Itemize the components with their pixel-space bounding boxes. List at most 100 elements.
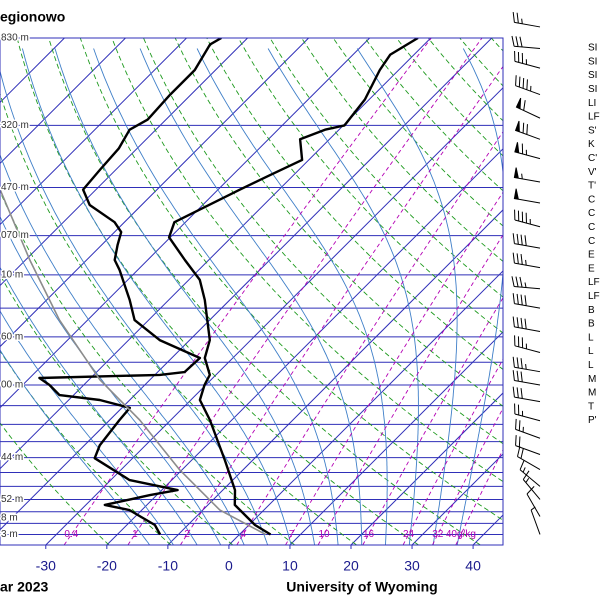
moist-adiabat bbox=[54, 48, 316, 545]
y-tick-label: 60 m bbox=[1, 332, 23, 343]
dry-adiabat bbox=[48, 38, 481, 545]
wind-barb bbox=[514, 50, 541, 69]
y-tick-label: 320 m bbox=[1, 120, 29, 131]
wind-barb bbox=[514, 209, 541, 228]
wind-barb bbox=[526, 486, 541, 517]
profile-line bbox=[38, 38, 222, 536]
mixing-ratio-line bbox=[63, 38, 432, 545]
dry-adiabat bbox=[16, 38, 419, 545]
dry-adiabat bbox=[238, 38, 503, 334]
wind-barb bbox=[530, 506, 541, 535]
wind-barb bbox=[511, 276, 541, 290]
index-label: L bbox=[588, 332, 594, 343]
wind-barb bbox=[514, 335, 541, 353]
index-label: SI bbox=[588, 43, 597, 54]
dry-adiabat bbox=[111, 38, 503, 483]
index-label: C bbox=[588, 194, 595, 205]
index-label: L bbox=[588, 360, 594, 371]
mixing-ratio-line bbox=[362, 296, 503, 545]
mixing-ratio-label: 7 bbox=[289, 529, 295, 540]
index-label: B bbox=[588, 305, 595, 316]
isotherm bbox=[0, 38, 493, 531]
moist-adiabat bbox=[21, 48, 292, 545]
isotherm bbox=[411, 453, 503, 545]
moist-adiabat bbox=[0, 69, 269, 545]
index-label: C bbox=[588, 222, 595, 233]
isotherm bbox=[0, 38, 309, 348]
index-label: V' bbox=[588, 167, 597, 178]
moist-adiabat bbox=[139, 48, 363, 545]
wind-barb bbox=[522, 470, 541, 500]
moist-adiabat bbox=[356, 48, 458, 545]
y-tick-label: 070 m bbox=[1, 230, 29, 241]
dry-adiabat bbox=[364, 38, 503, 192]
mixing-ratio-label: 32 bbox=[432, 529, 444, 540]
x-tick-label: 0 bbox=[225, 558, 233, 574]
isotherm bbox=[350, 392, 503, 545]
y-tick-label: 10 m bbox=[1, 270, 23, 281]
y-tick-label: 00 m bbox=[1, 380, 23, 391]
profiles bbox=[0, 38, 419, 536]
mixing-ratio-label: 40g/kg bbox=[446, 529, 476, 540]
mixing-ratio-label: 0.4 bbox=[64, 529, 78, 540]
moist-adiabat bbox=[0, 266, 198, 545]
index-label: E bbox=[588, 250, 595, 261]
wind-barb bbox=[512, 233, 541, 249]
wind-barb bbox=[519, 459, 541, 487]
wind-barb bbox=[515, 75, 541, 96]
dry-adiabat bbox=[0, 422, 110, 545]
mixing-ratio-line bbox=[317, 234, 503, 545]
mixing-ratio-label: 2 bbox=[184, 529, 190, 540]
index-label: SI bbox=[588, 56, 597, 67]
isotherm bbox=[228, 270, 503, 545]
plot-frame bbox=[0, 37, 504, 546]
x-tick-label: -10 bbox=[158, 558, 178, 574]
mixing-ratio-line bbox=[127, 38, 483, 545]
index-label: LF bbox=[588, 291, 600, 302]
chart-title: egionowo bbox=[0, 9, 65, 25]
dry-adiabat bbox=[396, 38, 503, 157]
moist-adiabat bbox=[0, 349, 151, 545]
wind-barb bbox=[514, 142, 541, 160]
isotherm bbox=[106, 148, 503, 545]
isotherm bbox=[289, 331, 503, 545]
isotherm bbox=[0, 38, 126, 165]
index-label: LF bbox=[588, 277, 600, 288]
index-label: LI bbox=[588, 98, 596, 109]
x-tick-label: -30 bbox=[36, 558, 56, 574]
index-label: LF bbox=[588, 112, 600, 123]
moist-adiabat bbox=[0, 153, 245, 545]
mixing-ratio-label: 4 bbox=[240, 529, 246, 540]
index-label: T' bbox=[588, 181, 596, 192]
index-label: C bbox=[588, 208, 595, 219]
wind-barb bbox=[512, 370, 541, 386]
dry-adiabat bbox=[0, 349, 172, 545]
index-label: L bbox=[588, 346, 594, 357]
index-label: P' bbox=[588, 415, 597, 426]
isotherm bbox=[45, 87, 503, 545]
y-tick-label: 8 m bbox=[1, 512, 18, 523]
y-tick-label: 44 m bbox=[1, 452, 23, 463]
index-label: C' bbox=[588, 153, 597, 164]
isotherm bbox=[167, 209, 503, 545]
wind-barb bbox=[515, 435, 541, 455]
mixing-ratio-line bbox=[432, 407, 503, 545]
index-label: SI bbox=[588, 84, 597, 95]
isotherm bbox=[0, 38, 371, 409]
index-label: M bbox=[588, 388, 596, 399]
isotherm bbox=[472, 514, 503, 545]
index-label: B bbox=[588, 319, 595, 330]
moist-adiabat bbox=[0, 215, 222, 545]
isotherm bbox=[0, 38, 248, 287]
index-label: C bbox=[588, 236, 595, 247]
dry-adiabat bbox=[0, 273, 234, 545]
y-tick-label: 470 m bbox=[1, 182, 29, 193]
x-tick-label: 30 bbox=[404, 558, 420, 574]
y-tick-label: 3 m bbox=[1, 529, 18, 540]
mixing-ratio-line bbox=[285, 191, 503, 545]
x-tick-label: 40 bbox=[465, 558, 481, 574]
wind-barb bbox=[513, 188, 541, 204]
wind-barb bbox=[514, 120, 541, 140]
mixing-ratio-line bbox=[455, 448, 503, 545]
